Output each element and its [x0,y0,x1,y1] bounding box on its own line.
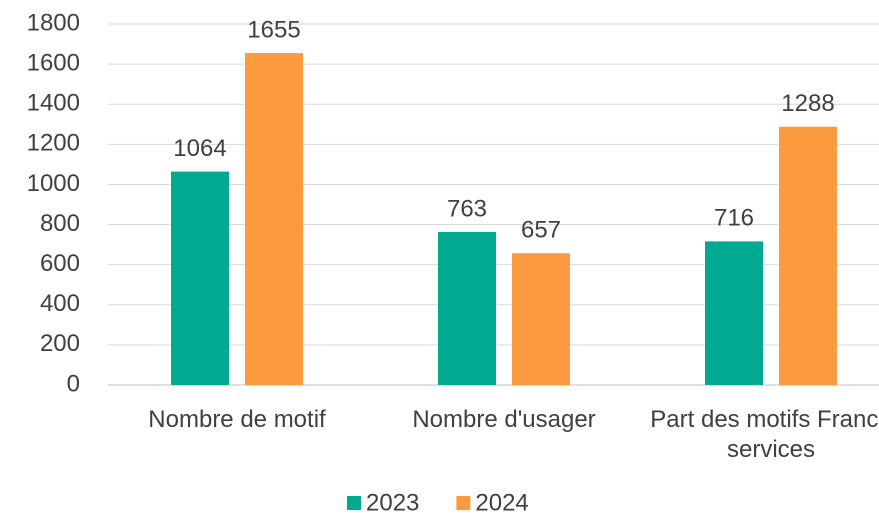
value-label: 1064 [173,135,226,162]
legend-swatch [456,496,471,510]
y-tick-label: 1600 [27,49,80,76]
bar [245,53,303,385]
x-tick-label: Nombre de motif [148,406,326,433]
y-tick-label: 400 [40,290,80,317]
legend-label: 2024 [475,489,528,516]
y-tick-label: 200 [40,330,80,357]
y-tick-label: 800 [40,210,80,237]
value-label: 657 [521,217,561,244]
bar [705,241,763,385]
x-tick-label: Part des motifs France services [650,406,879,463]
bar [438,231,496,385]
x-tick-label: Nombre d'usager [412,406,596,433]
value-label: 763 [447,195,487,222]
value-label: 716 [714,205,754,232]
y-tick-label: 1000 [27,170,80,197]
legend-label: 2023 [366,489,419,516]
bar [171,171,229,385]
y-tick-label: 0 [67,370,80,397]
y-tick-label: 600 [40,250,80,277]
legend-swatch [347,496,361,510]
y-tick-label: 1800 [27,9,80,36]
y-tick-label: 1200 [27,130,80,157]
value-label: 1288 [781,90,834,117]
y-tick-label: 1400 [27,90,80,117]
value-label: 1655 [247,16,300,43]
bar [779,126,837,385]
bar [512,253,570,385]
